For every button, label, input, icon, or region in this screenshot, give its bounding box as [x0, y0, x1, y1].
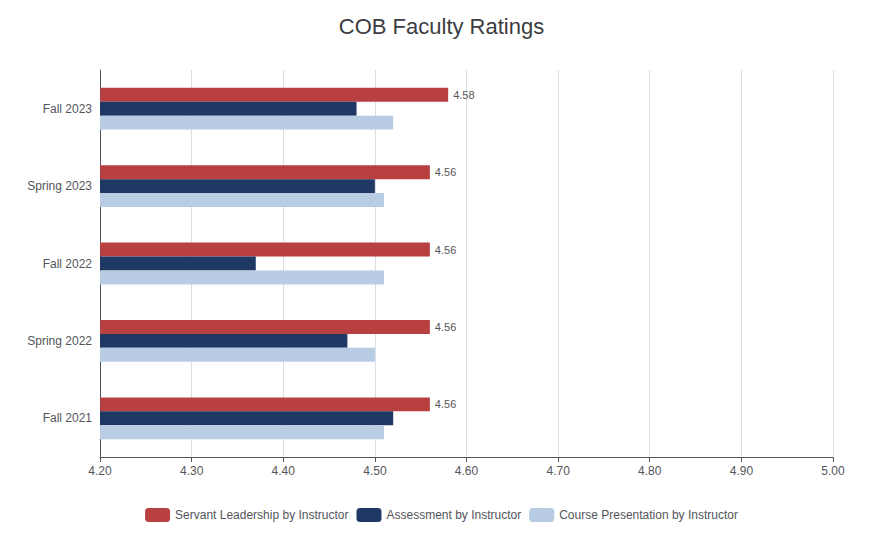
svg-text:4.90: 4.90 — [730, 464, 754, 478]
svg-text:4.56: 4.56 — [435, 244, 456, 256]
svg-text:COB Faculty Ratings: COB Faculty Ratings — [339, 14, 544, 39]
svg-text:Servant Leadership by Instruct: Servant Leadership by Instructor — [175, 508, 348, 522]
svg-text:Course Presentation by Instruc: Course Presentation by Instructor — [559, 508, 738, 522]
svg-text:4.40: 4.40 — [272, 464, 296, 478]
svg-text:4.58: 4.58 — [453, 89, 474, 101]
svg-text:4.30: 4.30 — [180, 464, 204, 478]
svg-text:Spring 2023: Spring 2023 — [27, 179, 92, 193]
svg-text:4.60: 4.60 — [455, 464, 479, 478]
svg-text:Assessment by Instructor: Assessment by Instructor — [386, 508, 521, 522]
svg-text:4.56: 4.56 — [435, 321, 456, 333]
svg-text:4.56: 4.56 — [435, 398, 456, 410]
svg-text:4.80: 4.80 — [638, 464, 662, 478]
svg-text:Fall 2022: Fall 2022 — [43, 257, 93, 271]
svg-text:Fall 2021: Fall 2021 — [43, 411, 93, 425]
svg-text:4.56: 4.56 — [435, 166, 456, 178]
svg-text:Fall 2023: Fall 2023 — [43, 102, 93, 116]
svg-text:4.70: 4.70 — [546, 464, 570, 478]
svg-text:4.20: 4.20 — [88, 464, 112, 478]
svg-text:Spring 2022: Spring 2022 — [27, 334, 92, 348]
svg-text:4.50: 4.50 — [363, 464, 387, 478]
svg-text:5.00: 5.00 — [821, 464, 845, 478]
